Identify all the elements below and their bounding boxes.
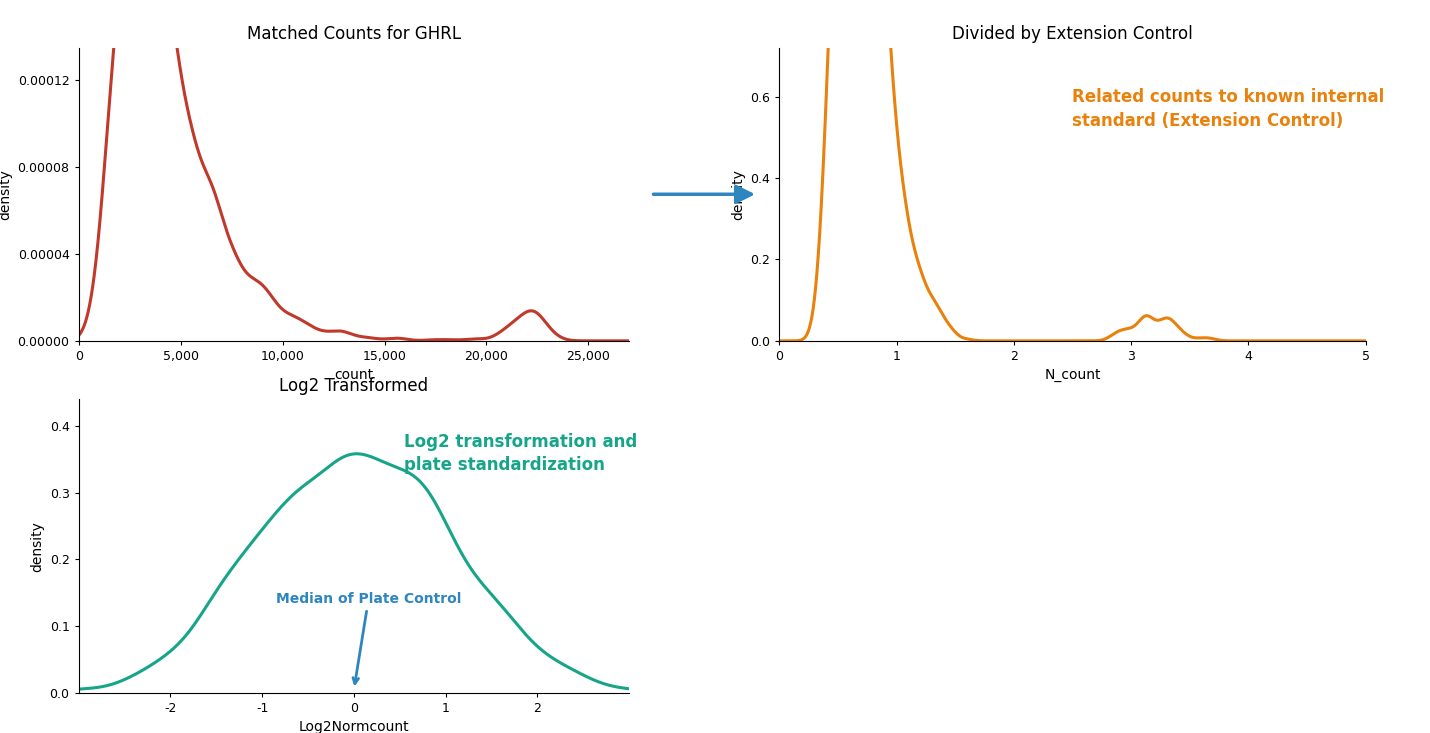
Title: Matched Counts for GHRL: Matched Counts for GHRL (247, 26, 460, 43)
Y-axis label: density: density (0, 169, 11, 220)
Title: Log2 Transformed: Log2 Transformed (279, 377, 429, 395)
X-axis label: count: count (335, 369, 373, 383)
Y-axis label: density: density (731, 169, 745, 220)
X-axis label: N_count: N_count (1044, 369, 1101, 383)
Text: Median of Plate Control: Median of Plate Control (276, 592, 462, 684)
Title: Divided by Extension Control: Divided by Extension Control (952, 26, 1193, 43)
X-axis label: Log2Normcount: Log2Normcount (299, 721, 409, 733)
Y-axis label: density: density (30, 520, 44, 572)
Text: Related counts to known internal
standard (Extension Control): Related counts to known internal standar… (1072, 89, 1384, 130)
Text: Log2 transformation and
plate standardization: Log2 transformation and plate standardiz… (405, 432, 638, 474)
